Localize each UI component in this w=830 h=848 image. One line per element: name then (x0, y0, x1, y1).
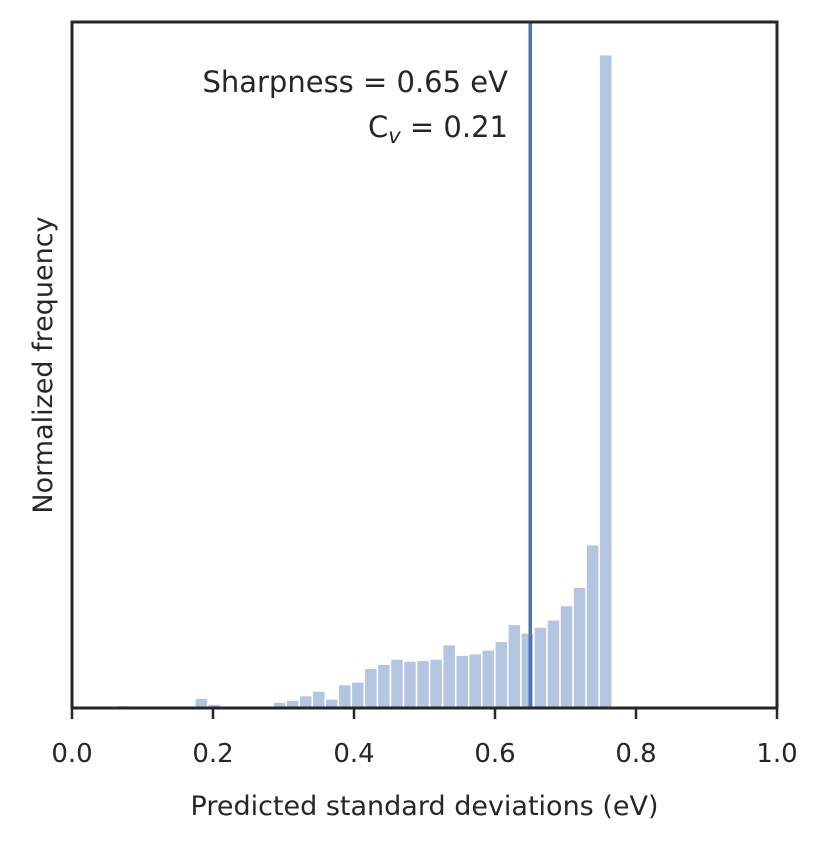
histogram-bar (481, 649, 496, 709)
histogram-bar (441, 643, 457, 709)
x-tick-label: 0.2 (192, 739, 233, 769)
histogram-bar (428, 658, 444, 709)
x-axis-tick-labels: 0.0 0.2 0.4 0.6 0.8 1.0 (51, 739, 797, 769)
histogram-bar (311, 690, 327, 709)
histogram-bar (494, 640, 509, 709)
x-tick-label: 0.8 (615, 739, 656, 769)
x-tick-label: 0.0 (51, 739, 92, 769)
histogram-bar (546, 619, 561, 709)
histogram-bar (389, 658, 405, 709)
histogram-bar (376, 663, 392, 709)
histogram-bar (350, 681, 366, 709)
x-tick-label: 0.6 (474, 739, 515, 769)
histogram-bar (533, 626, 548, 709)
annotation-sharpness: Sharpness = 0.65 eV (202, 65, 508, 99)
x-tick-label: 1.0 (756, 739, 797, 769)
histogram-bar (337, 683, 353, 709)
histogram-bar (585, 543, 600, 709)
x-axis-label: Predicted standard deviations (eV) (191, 791, 659, 822)
histogram-bar (402, 660, 418, 709)
histogram-bar (507, 623, 522, 709)
histogram-bar (572, 586, 587, 709)
plot-frame (70, 20, 779, 710)
annotation-cv: Cv = 0.21 (368, 110, 508, 148)
annotation-cv-value: = 0.21 (401, 110, 508, 144)
x-axis-ticks (70, 708, 779, 719)
annotation-cv-subscript: v (388, 124, 401, 148)
histogram-bar (298, 694, 313, 709)
histogram-bar (467, 653, 483, 709)
histogram-bar (559, 604, 574, 709)
x-tick-label: 0.4 (333, 739, 374, 769)
histogram-bars (115, 53, 613, 709)
histogram-bar (415, 659, 431, 709)
histogram-bar (598, 53, 613, 709)
histogram-bar (454, 654, 470, 709)
histogram-bar (363, 667, 379, 709)
y-axis-label: Normalized frequency (28, 216, 59, 513)
annotation-cv-letter: C (368, 110, 388, 144)
